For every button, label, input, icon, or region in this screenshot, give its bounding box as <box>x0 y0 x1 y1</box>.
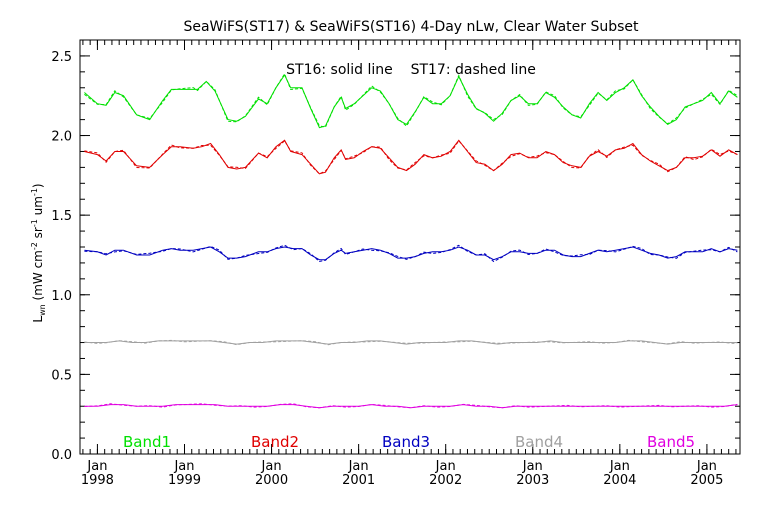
x-tick-month-label: Jan <box>435 459 456 474</box>
y-label-unit: (mW cm <box>31 250 45 304</box>
x-tick-month-label: Jan <box>696 459 717 474</box>
x-tick-month-label: Jan <box>522 459 543 474</box>
x-tick-month-label: Jan <box>173 459 194 474</box>
y-label-um-exponent: -1 <box>30 188 39 196</box>
series-dashed-band2 <box>84 140 738 175</box>
y-label-cm-exponent: -2 <box>30 242 39 250</box>
legend-label-band1: Band1 <box>123 433 171 451</box>
y-label-subscript: wn <box>38 304 47 316</box>
y-axis-label: Lwn (mW cm-2 sr-1 um-1) <box>30 183 47 322</box>
series-dashed-band1 <box>84 72 738 128</box>
chart-title: SeaWiFS(ST17) & SeaWiFS(ST16) 4-Day nLw,… <box>183 19 639 35</box>
x-tick-year-label: 1999 <box>168 473 201 488</box>
series-line-band3 <box>84 246 738 261</box>
y-label-um: um <box>31 196 45 219</box>
x-tick-month-label: Jan <box>86 459 107 474</box>
series-line-band5 <box>84 404 738 409</box>
y-label-sr-exponent: -1 <box>30 219 39 227</box>
y-tick-label: 1.5 <box>51 209 72 224</box>
y-tick-label: 2.0 <box>51 130 72 145</box>
legend: Band1 Band2 Band3 Band4 Band5 <box>123 433 695 451</box>
y-label-sr: sr <box>31 227 45 242</box>
legend-label-band3: Band3 <box>382 433 430 451</box>
x-tick-year-label: 2005 <box>690 473 723 488</box>
legend-label-band4: Band4 <box>515 433 563 451</box>
series-dashed-band5 <box>84 403 738 409</box>
y-tick-label: 0.5 <box>51 368 72 383</box>
y-tick-label: 1.0 <box>51 289 72 304</box>
chart-subtitle: ST16: solid line ST17: dashed line <box>286 62 536 78</box>
series-lines <box>84 72 738 409</box>
series-dashed-band4 <box>84 339 738 346</box>
x-tick-month-label: Jan <box>609 459 630 474</box>
y-tick-label: 2.5 <box>51 50 72 65</box>
x-tick-year-label: 2004 <box>603 473 636 488</box>
legend-label-band5: Band5 <box>647 433 695 451</box>
x-tick-year-label: 2000 <box>255 473 288 488</box>
x-tick-month-label: Jan <box>261 459 282 474</box>
y-tick-label: 0.0 <box>51 448 72 463</box>
axis-ticks: 0.00.51.01.52.02.5Jan1998Jan1999Jan2000J… <box>51 39 740 488</box>
series-line-band2 <box>84 139 738 175</box>
plot-frame <box>79 39 741 455</box>
series-dashed-band3 <box>84 244 738 263</box>
x-tick-year-label: 2003 <box>516 473 549 488</box>
y-label-symbol: L <box>31 316 45 323</box>
y-label-close: ) <box>31 183 45 188</box>
x-tick-month-label: Jan <box>348 459 369 474</box>
x-tick-year-label: 2002 <box>429 473 462 488</box>
x-tick-year-label: 1998 <box>81 473 114 488</box>
legend-label-band2: Band2 <box>251 433 299 451</box>
x-tick-year-label: 2001 <box>342 473 375 488</box>
